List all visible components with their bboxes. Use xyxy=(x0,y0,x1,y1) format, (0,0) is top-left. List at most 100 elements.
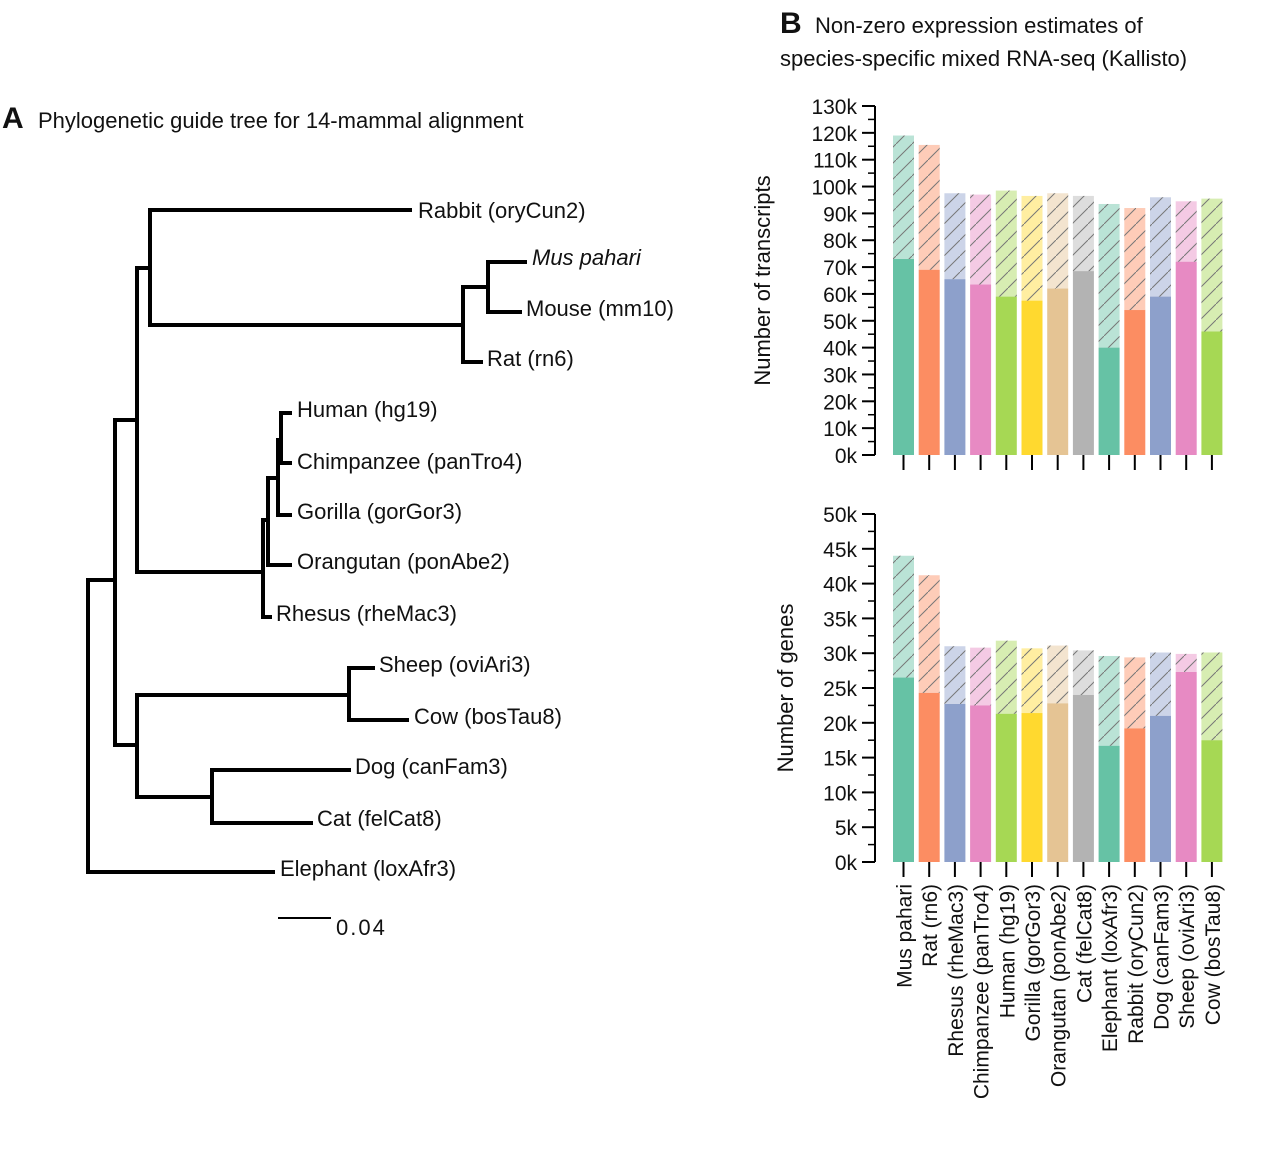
x-tick-label: Cow (bosTau8) xyxy=(1202,884,1225,1025)
leaf-label: Dog (canFam3) xyxy=(355,754,508,779)
y-tick-label: 0k xyxy=(835,445,858,468)
y-tick-label: 90k xyxy=(823,203,857,226)
bar-segment xyxy=(1201,740,1223,862)
y-tick-label: 10k xyxy=(823,418,857,441)
y-tick-label: 50k xyxy=(823,504,857,527)
y-tick-label: 20k xyxy=(823,391,857,414)
y-tick-label: 20k xyxy=(823,713,857,736)
hatch xyxy=(1150,652,1171,716)
leaf-label: Elephant (loxAfr3) xyxy=(280,856,456,881)
panel-label: A xyxy=(2,102,24,135)
y-tick-label: 30k xyxy=(823,643,857,666)
y-tick-label: 80k xyxy=(823,230,857,253)
hatch xyxy=(893,555,914,678)
y-tick-label: 100k xyxy=(811,177,857,200)
leaf-label: Mus pahari xyxy=(532,245,642,270)
bar-segment xyxy=(918,692,940,862)
bar-segment xyxy=(1150,715,1171,862)
bar-segment xyxy=(893,677,914,862)
hatch xyxy=(1072,195,1094,272)
x-tick-label: Chimpanzee (panTro4) xyxy=(971,884,994,1099)
y-tick-label: 60k xyxy=(823,284,857,307)
x-tick-label: Elephant (loxAfr3) xyxy=(1099,884,1122,1052)
hatch xyxy=(1201,652,1223,741)
bar-segment xyxy=(1047,288,1069,455)
y-axis-label: Number of transcripts xyxy=(750,175,775,385)
leaf-label: Gorilla (gorGor3) xyxy=(297,499,462,524)
y-tick-label: 45k xyxy=(823,539,857,562)
bar-segment xyxy=(1098,745,1120,862)
hatch xyxy=(1150,197,1171,297)
bar-segment xyxy=(1175,261,1197,455)
panel-title: Phylogenetic guide tree for 14-mammal al… xyxy=(38,108,523,133)
hatch xyxy=(944,646,966,705)
x-tick-label: Cat (felCat8) xyxy=(1073,884,1096,1003)
bar-segment xyxy=(1072,694,1094,862)
bar-segment xyxy=(1072,271,1094,455)
y-tick-label: 15k xyxy=(823,748,857,771)
hatch xyxy=(1047,193,1069,289)
leaf-label: Mouse (mm10) xyxy=(526,296,674,321)
x-tick-label: Dog (canFam3) xyxy=(1151,884,1174,1030)
y-tick-label: 70k xyxy=(823,257,857,280)
leaf-label: Rhesus (rheMac3) xyxy=(276,601,457,626)
x-tick-label: Sheep (oviAri3) xyxy=(1176,884,1199,1029)
bar-segment xyxy=(1201,331,1223,455)
bar-segment xyxy=(1150,296,1171,455)
hatch xyxy=(970,194,992,285)
bar-segment xyxy=(1021,713,1043,862)
hatch xyxy=(893,135,914,260)
bar-segment xyxy=(1124,728,1146,862)
hatch xyxy=(1098,203,1120,348)
y-tick-label: 25k xyxy=(823,678,857,701)
leaf-label: Sheep (oviAri3) xyxy=(379,652,531,677)
scale-label: 0.04 xyxy=(336,915,387,940)
y-tick-label: 35k xyxy=(823,608,857,631)
hatch xyxy=(1175,201,1197,262)
bar-segment xyxy=(1175,671,1197,862)
y-tick-label: 130k xyxy=(811,96,857,119)
hatch xyxy=(1175,653,1197,672)
bar-segment xyxy=(1021,300,1043,455)
leaf-label: Rabbit (oryCun2) xyxy=(418,198,586,223)
x-tick-label: Mus pahari xyxy=(894,884,917,988)
leaf-label: Chimpanzee (panTro4) xyxy=(297,449,522,474)
y-tick-label: 120k xyxy=(811,123,857,146)
hatch xyxy=(1047,645,1069,704)
panel-title: Non-zero expression estimates of xyxy=(815,13,1144,38)
bar-segment xyxy=(944,279,966,455)
y-tick-label: 40k xyxy=(823,338,857,361)
x-tick-label: Rat (rn6) xyxy=(919,884,942,967)
hatch xyxy=(1201,198,1223,332)
leaf-label: Rat (rn6) xyxy=(487,346,574,371)
bar-segment xyxy=(1098,347,1120,455)
leaf-label: Cat (felCat8) xyxy=(317,806,442,831)
hatch xyxy=(995,190,1017,297)
bar-segment xyxy=(970,284,992,455)
y-tick-label: 110k xyxy=(813,150,857,173)
x-tick-label: Rabbit (oryCun2) xyxy=(1125,884,1148,1044)
y-tick-label: 5k xyxy=(835,817,858,840)
hatch xyxy=(1072,650,1094,695)
bar-segment xyxy=(1124,310,1146,455)
hatch xyxy=(918,575,940,693)
hatch xyxy=(1098,655,1120,746)
x-tick-label: Rhesus (rheMac3) xyxy=(945,884,968,1057)
bar-segment xyxy=(1047,703,1069,862)
y-tick-label: 50k xyxy=(823,311,857,334)
leaf-label: Orangutan (ponAbe2) xyxy=(297,549,510,574)
x-tick-label: Orangutan (ponAbe2) xyxy=(1048,884,1071,1087)
leaf-label: Human (hg19) xyxy=(297,397,438,422)
hatch xyxy=(1124,208,1146,311)
x-tick-label: Gorilla (gorGor3) xyxy=(1022,884,1045,1042)
y-tick-label: 10k xyxy=(823,782,857,805)
hatch xyxy=(944,193,966,280)
y-tick-label: 30k xyxy=(823,364,857,387)
bar-segment xyxy=(995,713,1017,862)
bar-segment xyxy=(970,705,992,862)
panel-title: species-specific mixed RNA-seq (Kallisto… xyxy=(780,46,1187,71)
bar-segment xyxy=(944,704,966,862)
bar-segment xyxy=(995,296,1017,455)
hatch xyxy=(918,144,940,270)
